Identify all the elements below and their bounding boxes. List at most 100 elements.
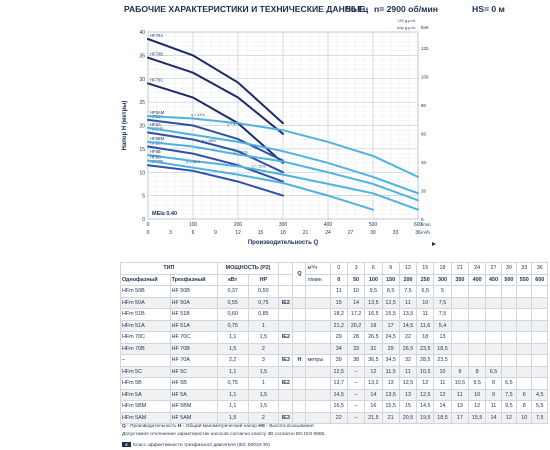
- efficiency-label: η = 68%: [202, 139, 217, 143]
- head-value: 22: [329, 411, 348, 424]
- head-value: [516, 342, 533, 355]
- head-value: –: [346, 388, 366, 401]
- header-suction-height: HS= 0 м: [472, 4, 505, 14]
- head-value: [531, 285, 548, 298]
- curve-hf50a: [147, 145, 284, 183]
- head-value: [531, 377, 548, 390]
- curve-hf5am: [147, 115, 419, 178]
- x-m3h-tick-label: 3: [169, 230, 172, 236]
- head-value: 12: [467, 400, 487, 413]
- y-tick-label: 30: [139, 77, 145, 83]
- y-right-axis-label: feet: [421, 25, 429, 30]
- ie-class: [278, 319, 294, 332]
- three-phase-model: HF 70A: [169, 354, 218, 367]
- head-value: 14,5: [398, 319, 418, 332]
- y-axis-title: Напор H (метры): [122, 101, 128, 151]
- curve-hf70c: [147, 82, 284, 164]
- power-kw: 1,1: [216, 365, 249, 378]
- page-header: РАБОЧИЕ ХАРАКТЕРИСТИКИ И ТЕХНИЧЕСКИЕ ДАН…: [0, 4, 550, 18]
- head-value: 12: [416, 377, 435, 390]
- head-value: 10: [516, 411, 533, 424]
- head-value: 5,4: [433, 319, 452, 332]
- y-right-tick-label: 120: [421, 46, 429, 51]
- head-value: [516, 365, 533, 378]
- top-unit-label: US g.p.m.: [398, 18, 416, 23]
- head-value: [450, 354, 470, 367]
- efficiency-label: η = 61%: [186, 160, 201, 164]
- col-kw-header: кВт: [216, 273, 249, 286]
- head-value: 38: [346, 354, 366, 367]
- head-value: [450, 331, 470, 344]
- head-value: 8,5: [381, 285, 400, 298]
- head-value: 10,5: [416, 365, 435, 378]
- single-phase-model: –: [120, 354, 171, 367]
- head-value: 9,5: [467, 377, 487, 390]
- head-value: [485, 308, 502, 321]
- table-row: HFm 51B HF 51B 0,60 0,85 18,2 17,2 16,5 15,5 13,…: [120, 308, 548, 321]
- single-phase-model: HFm 5A: [120, 388, 171, 401]
- head-value: 10,5: [450, 377, 470, 390]
- y-right-tick-label: 80: [421, 103, 427, 108]
- head-value: 11: [329, 285, 348, 298]
- head-value: 7,5: [500, 388, 518, 401]
- head-value: 6,5: [500, 377, 518, 390]
- footer-legend: Q - Производительность H - Общий маномет…: [122, 424, 314, 429]
- head-value: 9: [450, 365, 470, 378]
- power-hp: 0,50: [247, 285, 280, 298]
- head-value: [485, 319, 502, 332]
- head-value: [516, 331, 533, 344]
- three-phase-model: HF 5B: [169, 377, 218, 390]
- col-three-phase-header: Трехфазный: [169, 273, 218, 286]
- power-kw: 0,37: [216, 285, 249, 298]
- q-m3h-cell: 12: [398, 262, 418, 275]
- q-lmin-cell: 350: [450, 273, 470, 286]
- head-value: 16,5: [329, 400, 348, 413]
- ie-class: IE2: [278, 331, 294, 344]
- curve-hf50b: [147, 164, 284, 197]
- curve-hf5b: [147, 154, 419, 211]
- head-value: 11: [433, 377, 452, 390]
- head-value: 29: [381, 342, 400, 355]
- q-axis-label: Q: [292, 262, 307, 286]
- x-axis-title: Производительность Q: [248, 240, 319, 246]
- head-value: [516, 285, 533, 298]
- power-hp: 1,5: [247, 388, 280, 401]
- head-value: 9,5: [364, 285, 383, 298]
- head-value: 11,6: [416, 319, 435, 332]
- curve-hf5bm: [147, 140, 419, 202]
- head-value: [450, 342, 470, 355]
- head-value: [467, 308, 487, 321]
- head-value: –: [346, 411, 366, 424]
- head-value: 14: [433, 400, 452, 413]
- head-value: 13,5: [381, 388, 400, 401]
- table-row: HFm 51A HF 51A 0,75 1 21,2 20,2 19 17 14,5 11,6 5,…: [120, 319, 548, 332]
- x-tick-label: 500: [369, 222, 378, 228]
- three-phase-model: HF 5BM: [169, 400, 218, 413]
- power-kw: 1,5: [216, 411, 249, 424]
- col-power-header: МОЩНОСТЬ (P2): [216, 262, 280, 275]
- three-phase-model: HF 50B: [169, 285, 218, 298]
- q-lmin-cell: 550: [516, 273, 533, 286]
- head-value: 16: [364, 400, 383, 413]
- head-value: 13,5: [364, 296, 383, 309]
- q-lmin-cell: 150: [381, 273, 400, 286]
- head-value: [467, 354, 487, 367]
- head-value: [467, 331, 487, 344]
- q-m3h-cell: 33: [516, 262, 533, 275]
- curve-hf70a: [147, 38, 284, 125]
- head-value: 12,5: [398, 377, 418, 390]
- curve-label: HF5C: [150, 155, 161, 160]
- three-phase-model: HF 50A: [169, 296, 218, 309]
- q-m3h-cell: 30: [500, 262, 518, 275]
- efficiency-label: η = 47%: [227, 123, 242, 127]
- three-phase-model: HF 5A: [169, 388, 218, 401]
- power-kw: 0,55: [216, 296, 249, 309]
- y-right-tick-label: 20: [421, 189, 427, 194]
- head-value: 11: [398, 365, 418, 378]
- power-kw: 0,75: [216, 319, 249, 332]
- head-value: 11,5: [381, 365, 400, 378]
- head-value: 12: [364, 365, 383, 378]
- ie-class: [278, 400, 294, 413]
- table-row: HFm 5B HF 5B 0,75 1 IE2 13,7–13,2 13 12,5 12 11 10…: [120, 377, 548, 390]
